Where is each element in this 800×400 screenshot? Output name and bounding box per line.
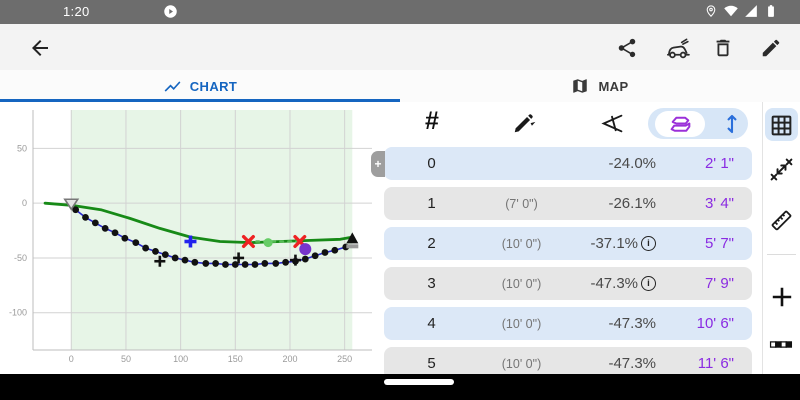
table-row[interactable]: 1 (7' 0") -26.1% 3' 4" [384, 187, 752, 220]
pencil-measure-icon[interactable] [511, 111, 536, 136]
battery-icon [764, 4, 778, 18]
svg-text:-50: -50 [14, 253, 27, 263]
tab-chart[interactable]: CHART [0, 70, 400, 102]
distance-value: 11' 6" [697, 355, 734, 372]
tab-map[interactable]: MAP [400, 70, 800, 102]
table-row[interactable]: 4 (10' 0") -47.3% 10' 6" [384, 307, 752, 340]
cell-signal-icon [744, 4, 758, 18]
elevation-arrows-icon[interactable] [720, 112, 744, 136]
right-toolbar [762, 102, 800, 374]
segment-length: (10' 0") [501, 316, 542, 331]
slope-value: -37.1% i [564, 235, 656, 252]
tab-map-label: MAP [598, 78, 629, 94]
table-rows: +0 -24.0% 2' 1" 1 (7' 0") -26.1% 3' 4" 2 (10' 0"… [371, 147, 752, 380]
line-chart-icon [163, 77, 182, 96]
distance-value: 7' 9" [704, 275, 734, 292]
active-tab-indicator [0, 99, 400, 102]
slope-value: -47.3% [608, 315, 656, 332]
gesture-pill[interactable] [384, 379, 454, 385]
trash-button[interactable] [712, 36, 736, 60]
terrain-profile-icon[interactable] [668, 111, 693, 136]
distance-value: 2' 1" [704, 155, 734, 172]
distance-value: 5' 7" [704, 235, 734, 252]
map-icon [571, 77, 590, 96]
slope-value: -47.3% i [564, 275, 656, 292]
number-column-button[interactable]: # [425, 107, 439, 135]
svg-text:0: 0 [69, 354, 74, 364]
point-number: 5 [427, 355, 436, 372]
svg-text:200: 200 [282, 354, 297, 364]
back-button[interactable] [28, 36, 52, 60]
tab-bar: CHART MAP [0, 70, 800, 103]
play-circle-icon [163, 4, 178, 19]
status-bar: 1:20 [0, 0, 800, 24]
wifi-icon [724, 4, 738, 18]
status-time: 1:20 [63, 4, 90, 19]
segment-length: (10' 0") [501, 356, 542, 371]
point-number: 1 [427, 195, 436, 212]
segment-length: (10' 0") [501, 276, 542, 291]
svg-text:250: 250 [337, 354, 352, 364]
points-table: # [371, 102, 762, 380]
svg-text:150: 150 [228, 354, 243, 364]
slope-value: -26.1% [608, 195, 656, 212]
ruler-button[interactable] [769, 207, 795, 233]
svg-text:0: 0 [22, 198, 27, 208]
toolbar-divider [767, 254, 796, 255]
share-button[interactable] [616, 36, 640, 60]
status-icons [704, 4, 778, 18]
svg-text:50: 50 [121, 354, 131, 364]
table-row[interactable]: 3 (10' 0") -47.3% i 7' 9" [384, 267, 752, 300]
point-number: 2 [427, 235, 436, 252]
edit-pencil-button[interactable] [760, 36, 784, 60]
table-row[interactable]: 2 (10' 0") -37.1% i 5' 7" [384, 227, 752, 260]
info-icon[interactable]: i [641, 236, 656, 251]
add-button[interactable] [769, 284, 795, 310]
slope-value: -47.3% [608, 355, 656, 372]
slope-angle-icon[interactable] [599, 111, 624, 136]
measure-distance-button[interactable] [769, 156, 795, 182]
dash-pattern-button[interactable] [769, 331, 795, 357]
toolbar [0, 24, 800, 71]
elevation-chart[interactable]: 50 0 -50 -100 0 50 100 150 200 250 [0, 102, 375, 374]
segment-length: (7' 0") [505, 196, 538, 211]
segment-length: (10' 0") [501, 236, 542, 251]
svg-text:100: 100 [173, 354, 188, 364]
location-icon [704, 4, 718, 18]
svg-text:-100: -100 [9, 308, 27, 318]
add-point-tab[interactable]: + [371, 150, 385, 177]
distance-value: 3' 4" [704, 195, 734, 212]
distance-value: 10' 6" [696, 315, 734, 332]
point-number: 4 [427, 315, 436, 332]
slope-value: -24.0% [608, 155, 656, 172]
table-row[interactable]: +0 -24.0% 2' 1" [371, 147, 752, 180]
golf-cart-icon[interactable] [666, 36, 690, 60]
navigation-bar [0, 374, 800, 400]
display-mode-pill [648, 108, 748, 139]
table-header: # [375, 102, 762, 146]
point-number: 0 [427, 155, 436, 172]
table-grid-button[interactable] [769, 112, 795, 138]
tab-chart-label: CHART [189, 78, 238, 94]
info-icon[interactable]: i [641, 276, 656, 291]
svg-text:50: 50 [17, 143, 27, 153]
point-number: 3 [427, 275, 436, 292]
selected-tool-background [765, 108, 798, 141]
